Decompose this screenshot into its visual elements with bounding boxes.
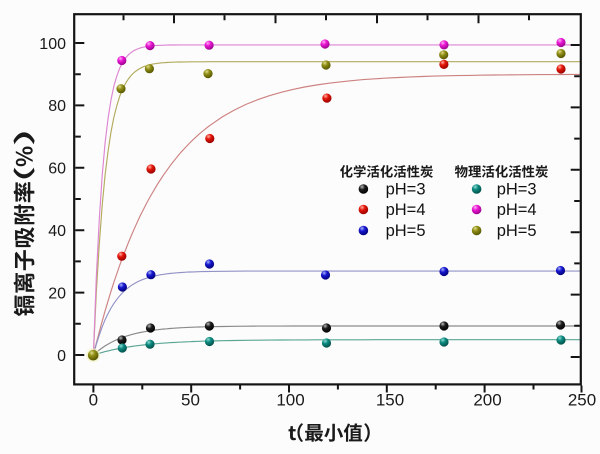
svg-text:80: 80	[48, 98, 66, 115]
svg-text:60: 60	[48, 161, 66, 178]
svg-text:50: 50	[181, 391, 200, 410]
svg-text:100: 100	[276, 391, 304, 410]
svg-text:0: 0	[57, 348, 66, 365]
svg-text:pH=4: pH=4	[386, 201, 426, 219]
svg-text:250: 250	[568, 391, 596, 410]
svg-text:200: 200	[473, 391, 501, 410]
svg-text:150: 150	[376, 391, 404, 410]
svg-text:pH=3: pH=3	[386, 181, 426, 199]
svg-text:40: 40	[48, 223, 66, 240]
svg-text:pH=4: pH=4	[497, 201, 537, 219]
svg-text:pH=5: pH=5	[386, 222, 426, 240]
svg-text:pH=3: pH=3	[497, 181, 537, 199]
svg-text:0: 0	[89, 391, 98, 410]
svg-text:20: 20	[48, 285, 66, 302]
svg-text:pH=5: pH=5	[497, 222, 537, 240]
svg-text:100: 100	[39, 36, 66, 53]
